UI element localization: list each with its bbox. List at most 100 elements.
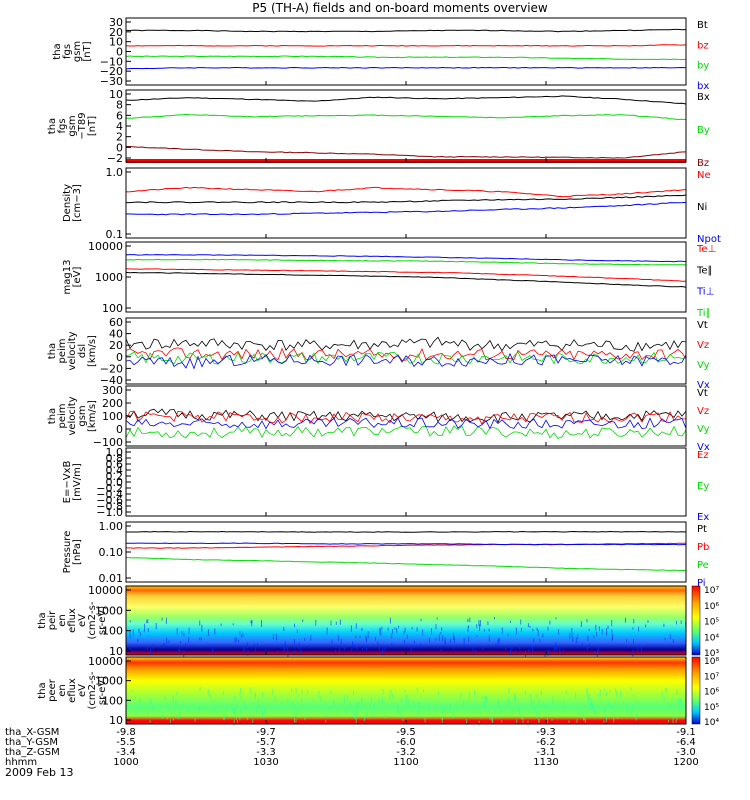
heatmap-streak (674, 715, 676, 719)
heatmap-streak (681, 701, 683, 708)
y-tick-label: 100 (102, 302, 123, 315)
heatmap-streak (243, 648, 245, 652)
heatmap-streak (207, 688, 209, 694)
heatmap-streak (309, 644, 311, 649)
heatmap-streak (304, 716, 306, 721)
heatmap-streak (381, 626, 383, 630)
heatmap-streak (541, 692, 542, 696)
heatmap-streak (542, 633, 544, 638)
heatmap-streak (284, 640, 286, 648)
heatmap-streak (129, 648, 131, 652)
heatmap-streak (375, 637, 376, 641)
heatmap-streak (295, 688, 297, 695)
heatmap-streak (380, 628, 382, 636)
heatmap-streak (318, 691, 320, 698)
heatmap-streak (613, 717, 615, 723)
heatmap-streak (665, 688, 667, 693)
heatmap-streak (353, 690, 354, 695)
heatmap-streak (555, 642, 557, 647)
heatmap-streak (603, 688, 605, 692)
heatmap-streak (525, 650, 526, 657)
heatmap-streak (540, 690, 542, 694)
legend-label: bx (697, 81, 709, 92)
heatmap-streak (586, 647, 588, 651)
heatmap-streak (586, 690, 588, 697)
y-label-line: en (57, 614, 68, 627)
heatmap-streak (146, 712, 148, 717)
heatmap-streak (384, 715, 386, 719)
series-line (126, 194, 687, 204)
y-tick-label: 6 (116, 109, 123, 122)
y-label-line: tha (52, 43, 63, 59)
heatmap-streak (556, 645, 558, 651)
heatmap-streak (672, 639, 674, 644)
y-label-line: (cm2-s- (87, 671, 98, 709)
y-tick-label: −20 (100, 362, 123, 375)
orbit-value: -9.1 (676, 727, 696, 738)
heatmap-streak (355, 717, 357, 725)
heatmap-streak (222, 690, 224, 695)
y-label-line: Density (62, 184, 73, 222)
y-axis-label: mag13 [eV] (62, 260, 83, 295)
heatmap-streak (298, 642, 300, 650)
heatmap-streak (176, 691, 178, 696)
heatmap-streak (234, 695, 236, 701)
heatmap-streak (495, 643, 497, 647)
y-axis-label: tha peir en eflux eV (cm2-s-sr-eV) (37, 601, 108, 639)
heatmap-streak (177, 714, 179, 720)
heatmap-streak (144, 623, 146, 631)
heatmap-streak (521, 714, 523, 720)
heatmap-streak (325, 720, 327, 724)
y-tick-label: −10 (100, 55, 123, 68)
heatmap-streak (440, 632, 441, 635)
heatmap-streak (558, 629, 560, 635)
heatmap-streak (291, 688, 293, 693)
heatmap-streak (594, 709, 595, 715)
y-tick-label: 0 (116, 141, 123, 154)
heatmap-streak (488, 635, 490, 642)
heatmap-streak (365, 635, 367, 641)
series-line (125, 66, 687, 70)
heatmap-streak (202, 705, 204, 709)
series-line (125, 271, 687, 288)
y-tick-label: 8 (116, 99, 123, 112)
heatmap-streak (140, 701, 142, 706)
heatmap-streak (562, 649, 564, 653)
heatmap-streak (474, 689, 476, 697)
heatmap-streak (497, 639, 499, 646)
heatmap-streak (402, 718, 404, 722)
heatmap-streak (295, 708, 297, 715)
heatmap-streak (391, 642, 393, 647)
heatmap-streak (255, 693, 256, 697)
heatmap-streak (212, 649, 214, 654)
heatmap-streak (518, 708, 520, 715)
heatmap-streak (168, 640, 170, 644)
y-tick-label: −0.4 (96, 488, 123, 501)
heatmap-body (126, 586, 686, 655)
heatmap-streak (506, 705, 508, 708)
heatmap-streak (515, 698, 517, 701)
heatmap-streak (355, 635, 357, 638)
heatmap-streak (355, 709, 357, 716)
orbit-value: -9.8 (116, 727, 136, 738)
heatmap-streak (598, 626, 600, 632)
heatmap-streak (463, 644, 465, 647)
heatmap-streak (262, 714, 264, 718)
heatmap-streak (419, 701, 421, 704)
heatmap-streak (155, 622, 157, 630)
heatmap-streak (256, 708, 257, 713)
panel-frame (125, 167, 687, 239)
heatmap-streak (403, 639, 405, 644)
y-label-line: eV (77, 614, 88, 627)
heatmap-streak (330, 620, 332, 626)
heatmap-streak (520, 628, 522, 632)
heatmap-streak (250, 713, 252, 717)
series-line (125, 186, 687, 198)
y-label-line: [km/s] (87, 335, 98, 367)
heatmap-streak (300, 649, 302, 654)
series-line (125, 542, 686, 546)
heatmap-streak (524, 690, 526, 695)
heatmap-streak (281, 700, 282, 705)
heatmap-streak (403, 631, 405, 635)
heatmap-streak (172, 718, 174, 721)
